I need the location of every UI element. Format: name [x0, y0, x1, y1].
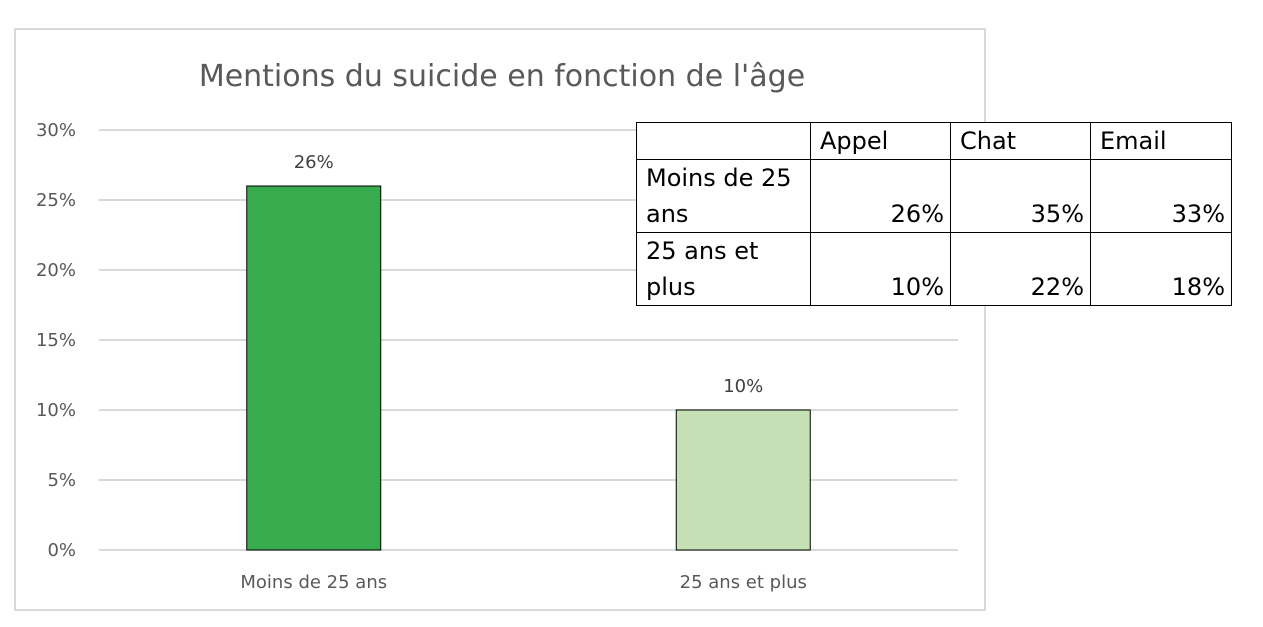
- data-table: Appel Chat Email Moins de 25 ans 26% 35%…: [636, 122, 1232, 306]
- data-label: 10%: [723, 376, 763, 397]
- table-cell: 33%: [1090, 159, 1232, 233]
- table-header-cell: Email: [1090, 122, 1232, 160]
- y-tick-label: 0%: [47, 540, 76, 561]
- bar-chart: Mentions du suicide en fonction de l'âge…: [36, 59, 958, 593]
- x-category-label: Moins de 25 ans: [240, 572, 387, 593]
- y-tick-label: 20%: [36, 260, 76, 281]
- table-cell: 26%: [810, 159, 951, 233]
- x-axis-categories: Moins de 25 ans 25 ans et plus: [240, 572, 806, 593]
- table-header-cell: Appel: [810, 122, 951, 160]
- table-cell: 10%: [810, 232, 951, 306]
- table-row-label: 25 ans et plus: [636, 232, 811, 306]
- table-row: 25 ans et plus 10% 22% 18%: [636, 232, 1232, 306]
- table-header-cell: Chat: [950, 122, 1091, 160]
- y-tick-label: 25%: [36, 190, 76, 211]
- bar: [246, 185, 382, 551]
- y-tick-label: 30%: [36, 120, 76, 141]
- data-labels: 26% 10%: [294, 152, 764, 397]
- table-cell: 35%: [950, 159, 1091, 233]
- y-tick-label: 5%: [47, 470, 76, 491]
- table-header-row: Appel Chat Email: [636, 122, 1232, 160]
- table-cell: 22%: [950, 232, 1091, 306]
- bar: [675, 409, 811, 551]
- gridlines: [99, 129, 958, 551]
- table-header-cell: [636, 122, 811, 160]
- table-row-label: Moins de 25 ans: [636, 159, 811, 233]
- table-cell: 18%: [1090, 232, 1232, 306]
- x-category-label: 25 ans et plus: [680, 572, 807, 593]
- y-tick-label: 10%: [36, 400, 76, 421]
- y-axis-ticks: 0% 5% 10% 15% 20% 25% 30%: [36, 120, 76, 561]
- chart-title: Mentions du suicide en fonction de l'âge: [199, 59, 805, 94]
- data-label: 26%: [294, 152, 334, 173]
- y-tick-label: 15%: [36, 330, 76, 351]
- table-row: Moins de 25 ans 26% 35% 33%: [636, 159, 1232, 233]
- chart-frame: Mentions du suicide en fonction de l'âge…: [14, 28, 986, 611]
- bars: [246, 185, 811, 551]
